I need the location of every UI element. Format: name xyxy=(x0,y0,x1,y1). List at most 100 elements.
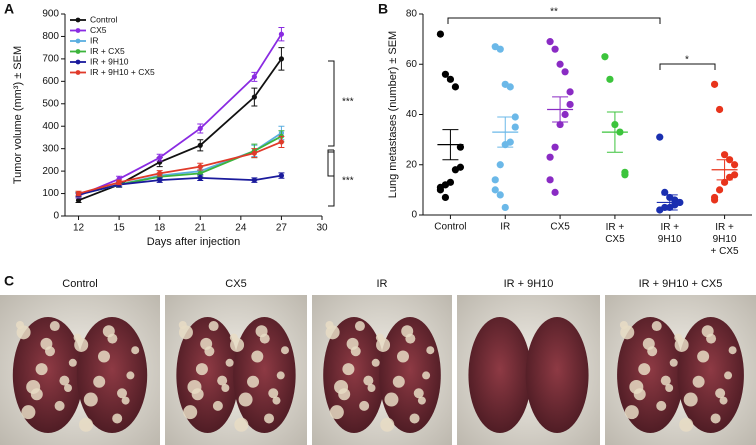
point xyxy=(656,133,664,141)
x-tick-label: Control xyxy=(434,222,466,233)
nodule xyxy=(238,392,253,407)
y-tick-label: 500 xyxy=(42,98,59,109)
point xyxy=(436,30,445,38)
photo-caption: IR + 9H10 xyxy=(504,278,554,290)
nodule xyxy=(112,413,123,424)
legend-label: IR + CX5 xyxy=(90,46,125,56)
annotation: * xyxy=(685,55,689,66)
nodule xyxy=(392,375,405,388)
point xyxy=(496,45,504,53)
legend-dot xyxy=(75,59,81,65)
point xyxy=(157,177,163,183)
nodule xyxy=(665,384,674,392)
point xyxy=(566,100,574,109)
nodule xyxy=(669,358,678,367)
nodule xyxy=(426,346,435,355)
line xyxy=(78,58,283,202)
point xyxy=(496,161,504,169)
point xyxy=(601,53,609,61)
annotation: *** xyxy=(342,97,354,108)
sem-bar xyxy=(552,96,569,123)
legend-label: IR xyxy=(90,35,99,45)
point xyxy=(561,68,569,76)
point xyxy=(157,170,163,176)
point xyxy=(720,151,729,159)
point xyxy=(715,186,724,194)
point xyxy=(725,173,734,181)
point xyxy=(551,143,559,151)
nodule xyxy=(325,325,340,340)
point xyxy=(436,186,445,194)
point xyxy=(656,206,664,214)
nodule xyxy=(49,321,60,332)
point xyxy=(556,60,564,68)
nodule xyxy=(225,358,234,367)
point xyxy=(546,38,554,46)
nodule xyxy=(371,358,380,367)
nodule xyxy=(272,396,281,405)
y-tick-label: 80 xyxy=(406,9,418,20)
lung-lobe xyxy=(468,317,532,433)
point xyxy=(511,123,519,131)
nodule xyxy=(647,346,658,357)
point xyxy=(546,176,554,184)
nodule xyxy=(247,375,260,388)
point xyxy=(621,171,629,179)
nodule xyxy=(195,363,208,376)
nodule xyxy=(212,400,223,411)
point xyxy=(251,150,257,156)
legend-dot xyxy=(75,38,81,44)
point xyxy=(278,31,285,37)
nodule xyxy=(651,321,662,332)
nodule xyxy=(79,417,93,432)
sem-bar xyxy=(716,159,733,181)
annotation: ** xyxy=(550,7,558,18)
nodule xyxy=(74,337,89,352)
point xyxy=(556,120,564,129)
nodule xyxy=(204,346,215,357)
photo-caption: Control xyxy=(62,278,97,290)
nodule xyxy=(93,375,106,388)
x-tick-label: 30 xyxy=(316,223,328,234)
nodule xyxy=(230,337,245,352)
x-tick-label: IR +9H10 + CX5 xyxy=(711,222,740,257)
sem-bar xyxy=(606,111,623,153)
y-tick-label: 0 xyxy=(53,211,59,222)
y-tick-label: 100 xyxy=(42,188,59,199)
point xyxy=(278,173,285,179)
point xyxy=(197,164,203,170)
photo-row: Control CX5 IR IR + 9H10 IR + 9H10 + CX5 xyxy=(0,278,756,445)
nodule xyxy=(16,325,31,340)
point xyxy=(720,178,729,186)
point xyxy=(251,74,257,80)
y-tick-label: 200 xyxy=(42,166,59,177)
y-tick-label: 800 xyxy=(42,31,59,42)
x-tick-label: 15 xyxy=(114,223,126,234)
nodule xyxy=(715,388,726,399)
legend-dot xyxy=(75,49,81,54)
nodule xyxy=(405,333,416,344)
y-tick-label: 300 xyxy=(42,143,59,154)
point xyxy=(501,203,509,212)
point xyxy=(561,110,569,119)
x-tick-label: 18 xyxy=(154,223,166,234)
nodule xyxy=(338,388,351,401)
nodule xyxy=(280,346,289,355)
legend-label: CX5 xyxy=(90,25,107,35)
nodule xyxy=(68,358,77,367)
nodule xyxy=(30,388,43,401)
line xyxy=(78,141,282,195)
nodule xyxy=(363,375,374,386)
significance-brackets xyxy=(327,17,716,207)
nodule xyxy=(409,413,420,424)
nodule xyxy=(217,375,228,386)
nodule xyxy=(384,392,399,407)
nodule xyxy=(376,337,391,352)
x-tick-label: CX5 xyxy=(550,222,570,233)
lung-lobe xyxy=(323,317,385,433)
nodule xyxy=(251,350,264,363)
point xyxy=(441,193,450,202)
nodule xyxy=(64,384,72,392)
nodule xyxy=(126,371,135,380)
legend-dot xyxy=(75,70,81,75)
